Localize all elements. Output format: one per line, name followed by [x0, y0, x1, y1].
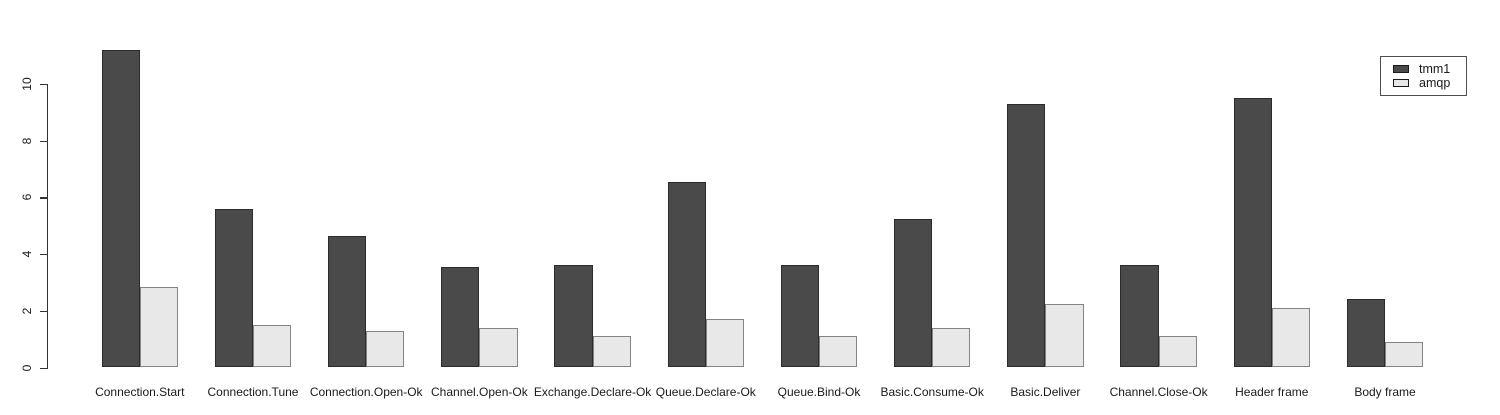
bar-amqp	[1158, 336, 1197, 368]
x-axis-label: Queue.Bind-Ok	[777, 385, 861, 399]
bar-tmm1	[1007, 103, 1046, 368]
bar-tmm1	[1120, 265, 1159, 368]
bar-amqp	[705, 319, 745, 368]
y-tick	[40, 367, 47, 369]
bar-amqp	[139, 286, 179, 368]
y-tick-label: 2	[20, 307, 34, 315]
bar-amqp	[479, 327, 518, 368]
bar-tmm1	[780, 265, 819, 368]
y-tick	[40, 140, 47, 142]
bar-amqp	[819, 336, 858, 368]
legend-swatch-tmm1	[1393, 65, 1409, 73]
y-tick-label: 10	[20, 77, 34, 91]
legend-row-tmm1: tmm1	[1393, 62, 1466, 76]
x-axis-label: Connection.Open-Ok	[309, 385, 423, 399]
y-tick-label: 0	[20, 364, 34, 371]
bar-amqp	[932, 327, 971, 368]
x-axis-label: Queue.Declare-Ok	[655, 385, 756, 399]
bar-tmm1	[1346, 299, 1385, 368]
x-axis-label: Connection.Tune	[207, 385, 299, 399]
x-axis-label: Body frame	[1354, 385, 1416, 399]
x-axis-label: Header frame	[1235, 385, 1309, 399]
bar-tmm1	[327, 235, 367, 368]
x-axis-label: Basic.Deliver	[1010, 385, 1081, 399]
x-axis-label: Channel.Open-Ok	[431, 385, 528, 399]
y-tick	[40, 197, 47, 199]
y-axis-line	[47, 84, 49, 369]
y-tick	[40, 310, 47, 313]
legend-row-amqp: amqp	[1393, 76, 1466, 90]
y-tick	[40, 254, 47, 256]
y-tick-label: 8	[20, 137, 34, 145]
bar-amqp	[253, 324, 292, 368]
x-axis-label: Exchange.Declare-Ok	[533, 385, 652, 399]
x-axis-label: Basic.Consume-Ok	[880, 385, 984, 399]
legend-label-amqp: amqp	[1419, 76, 1451, 90]
legend-label-tmm1: tmm1	[1419, 62, 1451, 76]
bar-amqp	[592, 336, 631, 368]
bar-tmm1	[1233, 98, 1272, 368]
bar-amqp	[1045, 303, 1084, 368]
legend-swatch-amqp	[1393, 79, 1409, 87]
bar-tmm1	[554, 265, 593, 368]
bar-amqp	[1385, 341, 1424, 368]
bar-amqp	[1271, 307, 1311, 368]
y-tick	[40, 84, 47, 86]
bar-tmm1	[441, 266, 480, 368]
legend: tmm1 amqp	[1380, 56, 1467, 96]
x-axis-label: Connection.Start	[95, 385, 185, 399]
y-tick-label: 6	[20, 194, 34, 201]
y-tick-label: 4	[20, 250, 34, 258]
x-axis-label: Channel.Close-Ok	[1109, 385, 1208, 399]
bar-tmm1	[667, 181, 706, 368]
bar-amqp	[366, 330, 405, 368]
bar-tmm1	[214, 208, 253, 368]
bar-tmm1	[893, 218, 933, 368]
bar-tmm1	[101, 49, 140, 368]
